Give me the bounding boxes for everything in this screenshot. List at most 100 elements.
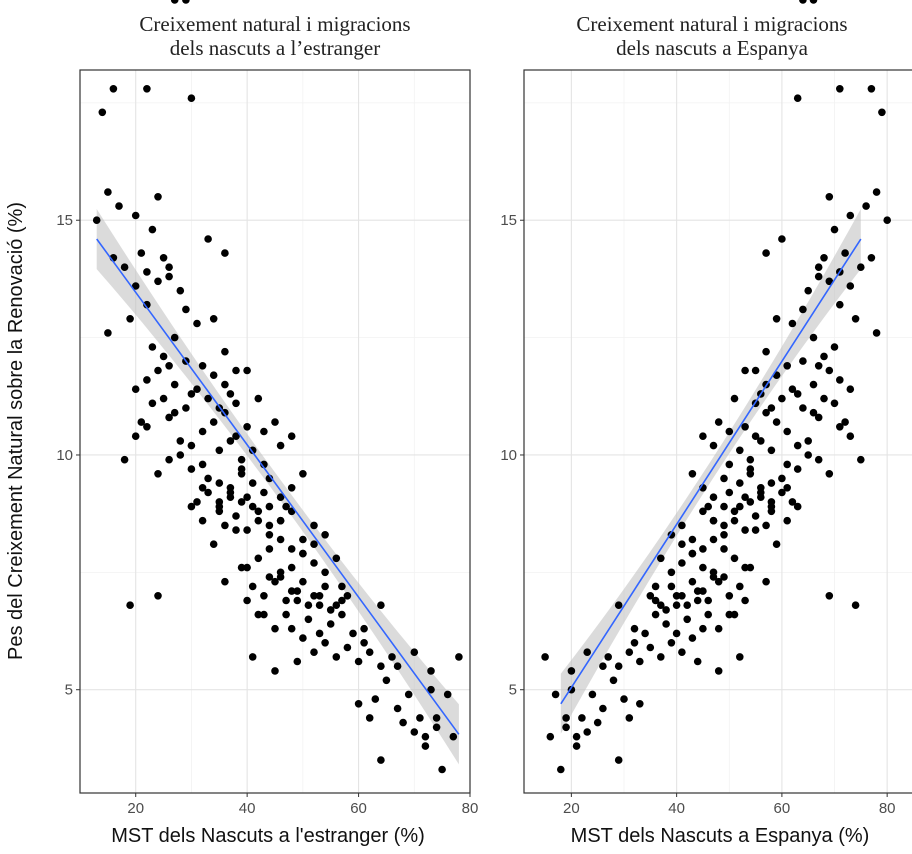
data-point: [614, 662, 623, 670]
data-point: [809, 380, 818, 389]
data-point: [799, 404, 807, 412]
data-point: [221, 347, 229, 356]
data-point: [814, 455, 823, 464]
data-point: [593, 718, 602, 727]
data-point: [237, 465, 246, 473]
data-point: [751, 512, 760, 520]
data-point: [165, 413, 173, 422]
x-tick-label: 60: [350, 800, 367, 817]
data-point: [237, 498, 246, 506]
data-point: [657, 554, 665, 563]
data-point: [176, 437, 185, 445]
data-point: [709, 568, 718, 577]
data-point: [751, 526, 760, 534]
data-point: [793, 465, 802, 473]
data-point: [276, 441, 285, 450]
data-point: [788, 385, 797, 394]
data-point: [814, 362, 823, 370]
data-point: [365, 714, 374, 722]
data-point: [704, 502, 712, 511]
data-point: [688, 535, 697, 544]
data-point: [788, 319, 797, 328]
data-point: [667, 639, 676, 647]
data-point: [783, 362, 791, 370]
data-point: [321, 639, 329, 647]
data-point: [187, 94, 196, 102]
data-point: [630, 624, 639, 633]
x-tick-label: 60: [774, 800, 791, 817]
panel-title-line-2: dels nascuts a Espanya: [616, 36, 809, 60]
data-point: [143, 300, 151, 309]
data-point: [410, 728, 419, 736]
data-point: [662, 620, 670, 628]
panel-title-line-1: Creixement natural i migracions: [139, 12, 410, 36]
data-point: [678, 648, 686, 656]
data-point: [867, 85, 876, 93]
data-point: [276, 535, 285, 544]
data-point: [159, 394, 168, 403]
data-point: [662, 606, 670, 614]
data-point: [762, 521, 770, 530]
data-point: [187, 390, 196, 398]
data-point: [243, 493, 251, 502]
data-point: [793, 441, 802, 450]
data-point: [709, 535, 718, 544]
data-point: [736, 446, 744, 455]
data-point: [265, 502, 274, 511]
data-point: [751, 366, 760, 375]
data-point: [187, 441, 196, 450]
x-tick-label: 20: [127, 800, 144, 817]
data-point: [377, 662, 385, 670]
data-point: [243, 423, 251, 431]
data-point: [830, 399, 839, 408]
data-point: [232, 399, 240, 408]
data-point: [137, 418, 146, 426]
data-point: [338, 596, 346, 605]
data-point: [193, 319, 201, 328]
data-point: [541, 653, 549, 661]
data-point: [204, 474, 212, 483]
data-point: [657, 653, 665, 661]
data-point: [243, 596, 251, 605]
data-point: [725, 427, 734, 436]
data-point: [646, 643, 655, 652]
data-point: [809, 333, 818, 342]
data-point: [343, 592, 352, 600]
data-point: [836, 423, 844, 431]
data-point: [672, 601, 681, 609]
data-point: [814, 272, 823, 281]
data-point: [271, 624, 279, 633]
data-point: [562, 714, 570, 722]
data-point: [321, 582, 329, 591]
data-point: [820, 394, 828, 403]
panel-border: [523, 69, 912, 794]
data-point: [714, 577, 723, 586]
data-point: [154, 277, 162, 286]
data-point: [699, 545, 707, 553]
data-point: [154, 470, 162, 478]
data-point: [799, 0, 807, 4]
data-point: [421, 742, 430, 750]
data-point: [688, 549, 697, 558]
data-point: [215, 479, 224, 487]
data-point: [421, 732, 430, 741]
data-point: [399, 718, 407, 727]
data-point: [604, 653, 612, 661]
panel-title-line-2: dels nascuts a l’estranger: [170, 36, 381, 60]
data-point: [287, 432, 296, 441]
data-point: [271, 667, 279, 675]
data-point: [636, 700, 644, 708]
data-point: [198, 460, 207, 469]
data-point: [254, 554, 263, 563]
data-point: [198, 484, 207, 492]
data-point: [741, 366, 749, 375]
data-point: [332, 601, 341, 609]
data-point: [98, 108, 107, 117]
data-point: [131, 432, 140, 441]
data-point: [783, 427, 791, 436]
data-point: [778, 394, 786, 403]
data-point: [182, 0, 190, 4]
data-point: [730, 394, 739, 403]
data-point: [310, 648, 318, 656]
data-point: [109, 85, 118, 93]
